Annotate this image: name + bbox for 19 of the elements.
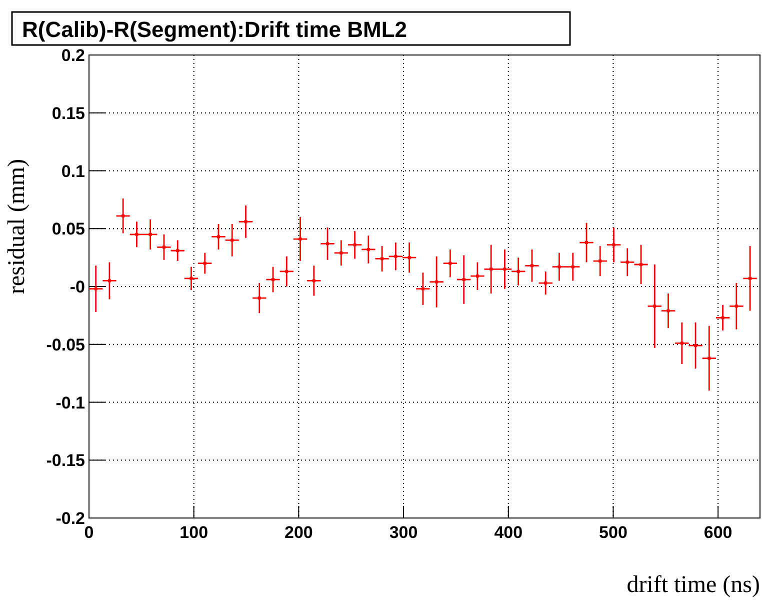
y-tick-label: 0.1 [61, 162, 85, 181]
x-tick-label: 500 [599, 523, 628, 542]
y-tick-label: -0.05 [46, 335, 85, 354]
x-tick-label: 200 [284, 523, 313, 542]
chart-title: R(Calib)-R(Segment):Drift time BML2 [22, 17, 407, 42]
x-axis-title: drift time (ns) [626, 572, 760, 598]
x-tick-label: 300 [389, 523, 418, 542]
x-tick-label: 0 [84, 523, 94, 542]
x-tick-label: 400 [494, 523, 523, 542]
y-axis-title: residual (mm) [4, 158, 30, 294]
x-tick-label: 100 [180, 523, 208, 542]
y-tick-label: -0.2 [56, 509, 85, 528]
x-tick-label: 600 [704, 523, 732, 542]
y-tick-label: 0.15 [52, 104, 85, 123]
y-tick-label: -0.1 [56, 393, 85, 412]
y-tick-label: 0.05 [52, 220, 85, 239]
y-tick-label: -0.15 [46, 451, 85, 470]
y-tick-label: 0.2 [61, 46, 85, 65]
y-tick-label: -0 [70, 278, 85, 296]
